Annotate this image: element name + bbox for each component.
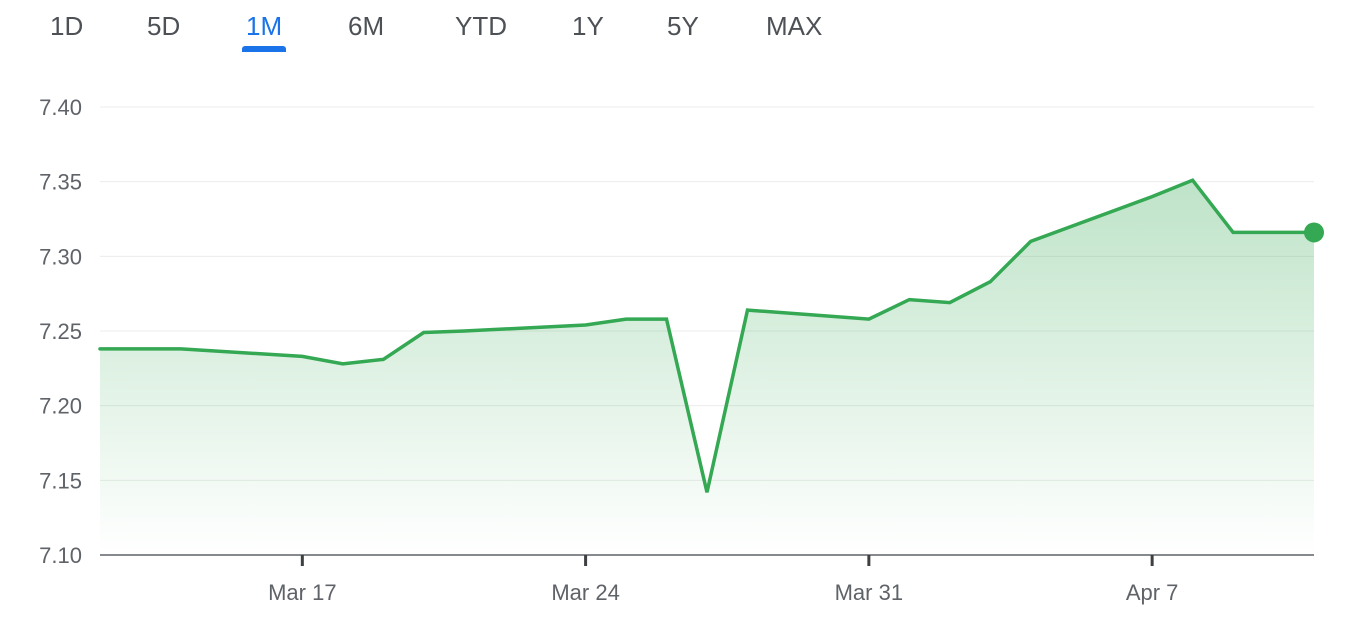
range-tab-1d[interactable]: 1D (50, 10, 83, 50)
range-tab-label: 1Y (572, 11, 604, 41)
x-tick-label: Apr 7 (1126, 580, 1179, 605)
range-tab-1m[interactable]: 1M (242, 10, 287, 52)
data-point[interactable] (622, 315, 630, 323)
y-tick-label: 7.15 (39, 468, 82, 493)
range-tab-label: 5Y (667, 11, 699, 41)
data-point[interactable] (1027, 237, 1035, 245)
y-tick-label: 7.35 (39, 170, 82, 195)
data-point[interactable] (379, 355, 387, 363)
data-point[interactable] (1270, 228, 1278, 236)
range-tab-label: 6M (348, 11, 385, 41)
range-tab-6m[interactable]: 6M (348, 10, 384, 50)
data-point[interactable] (582, 321, 590, 329)
x-tick-label: Mar 31 (835, 580, 903, 605)
data-point[interactable] (1189, 176, 1197, 184)
data-point[interactable] (339, 360, 347, 368)
y-tick-label: 7.20 (39, 394, 82, 419)
data-point[interactable] (1229, 228, 1237, 236)
range-tab-ytd[interactable]: YTD (455, 10, 507, 50)
range-tab-5d[interactable]: 5D (147, 10, 180, 50)
data-point[interactable] (298, 352, 306, 360)
x-axis-ticks: Mar 17 Mar 24 Mar 31 Apr 7 (268, 555, 1178, 605)
last-point-marker[interactable] (1304, 222, 1324, 243)
data-point[interactable] (1148, 193, 1156, 201)
range-tab-label: MAX (766, 11, 823, 41)
price-chart[interactable]: 7.40 7.35 7.30 7.25 7.20 7.15 7.10 Mar 17 Mar 2… (0, 60, 1352, 632)
x-tick-label: Mar 24 (551, 580, 619, 605)
data-point[interactable] (743, 306, 751, 314)
y-axis-labels: 7.40 7.35 7.30 7.25 7.20 7.15 7.10 (39, 95, 82, 568)
data-point[interactable] (663, 315, 671, 323)
data-point[interactable] (177, 345, 185, 353)
range-tab-max[interactable]: MAX (766, 10, 822, 50)
data-point[interactable] (460, 327, 468, 335)
range-tab-label: 5D (147, 11, 181, 41)
range-tab-5y[interactable]: 5Y (667, 10, 699, 50)
data-point[interactable] (946, 299, 954, 307)
range-tab-label: 1D (50, 11, 84, 41)
data-point[interactable] (865, 315, 873, 323)
price-area (100, 180, 1314, 555)
active-tab-indicator (242, 46, 287, 52)
range-tab-1y[interactable]: 1Y (572, 10, 604, 50)
data-point[interactable] (136, 345, 144, 353)
x-tick-label: Mar 17 (268, 580, 336, 605)
y-tick-label: 7.10 (39, 543, 82, 568)
data-point[interactable] (420, 328, 428, 336)
data-point[interactable] (905, 296, 913, 304)
price-line (98, 178, 1316, 493)
y-tick-label: 7.40 (39, 95, 82, 120)
data-point[interactable] (703, 488, 711, 496)
range-tabs: 1D 5D 1M 6M YTD 1Y 5Y MAX (0, 0, 1352, 60)
y-tick-label: 7.25 (39, 319, 82, 344)
range-tab-label: YTD (455, 11, 507, 41)
y-tick-label: 7.30 (39, 244, 82, 269)
range-tab-label: 1M (246, 11, 283, 41)
data-point[interactable] (96, 345, 104, 353)
data-point[interactable] (986, 278, 994, 286)
